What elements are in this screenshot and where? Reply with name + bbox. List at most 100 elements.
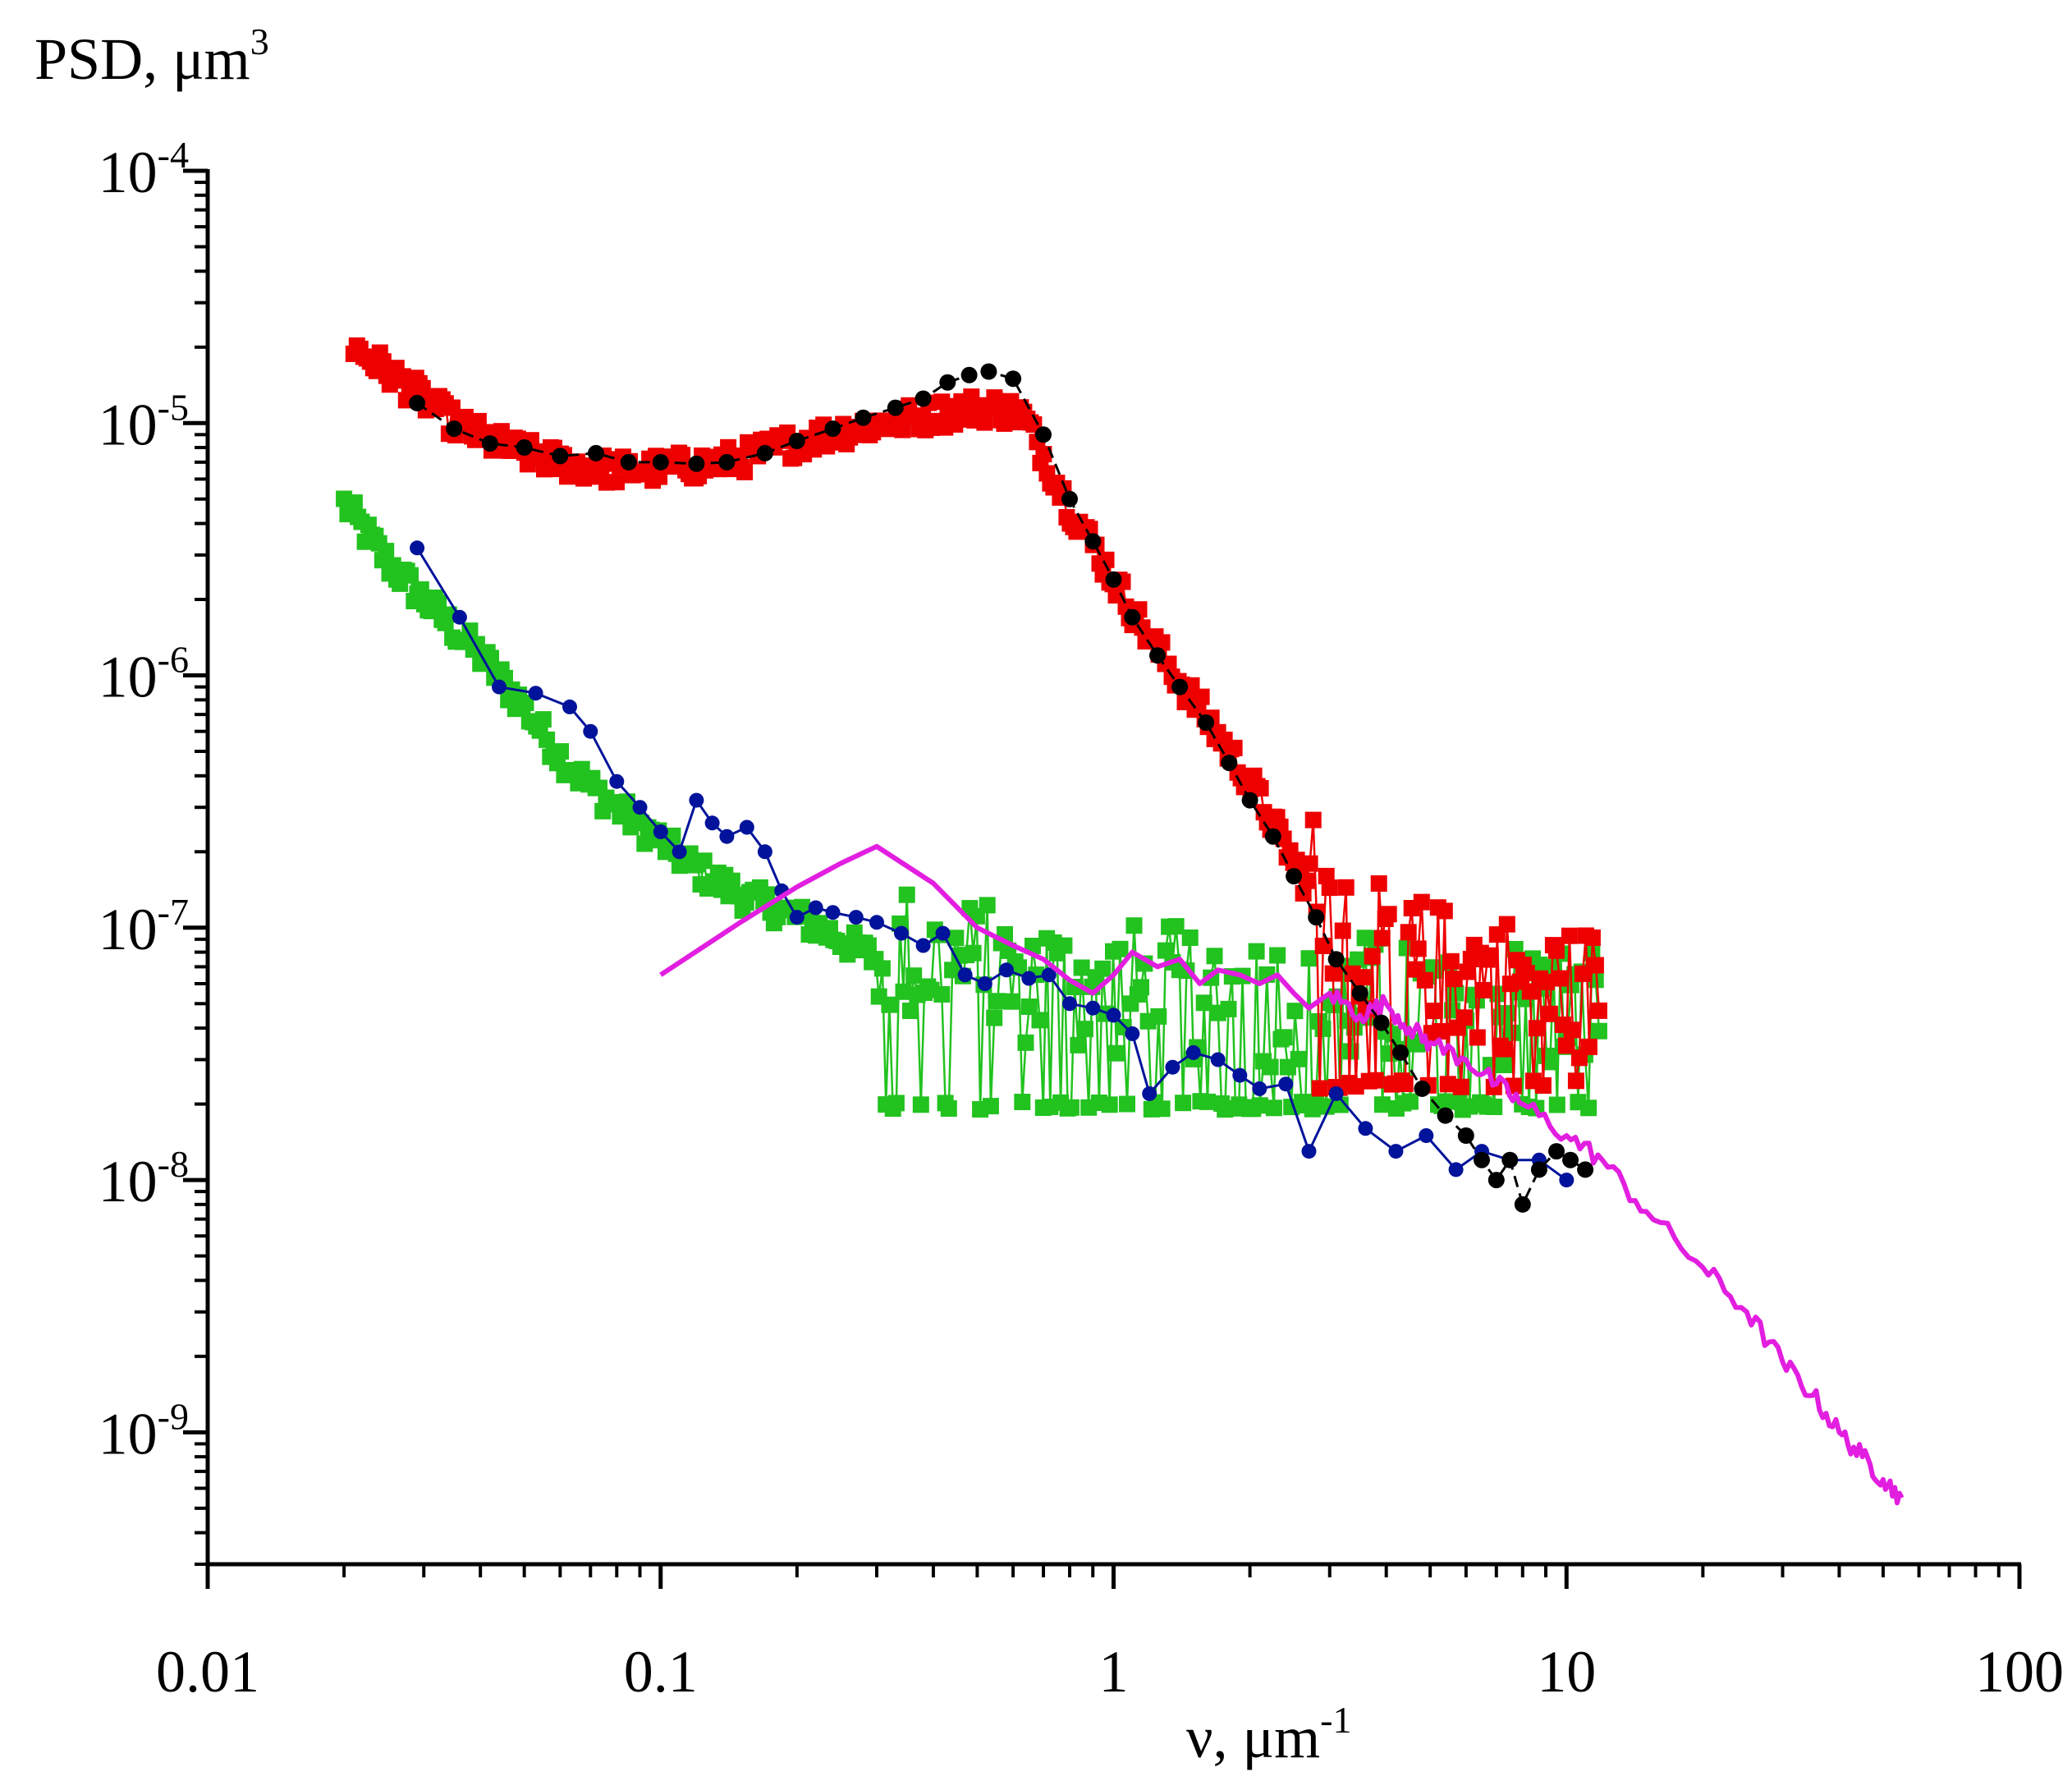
data-point-square	[1311, 1080, 1328, 1097]
y-tick-label: 10-8	[99, 1143, 189, 1214]
data-point-square	[1354, 969, 1371, 986]
data-point-square	[1248, 943, 1265, 960]
data-point-square	[1098, 551, 1115, 568]
data-point-circle	[1559, 1173, 1575, 1188]
data-point-square	[1436, 902, 1453, 920]
data-point-square	[1426, 1003, 1443, 1020]
data-point-square	[1538, 974, 1555, 990]
y-tick-label: 10-9	[99, 1395, 189, 1467]
series-magenta-line	[659, 843, 1905, 1506]
series-red-squares	[345, 337, 1607, 1097]
data-point-circle	[492, 679, 507, 695]
data-point-square	[1373, 930, 1391, 947]
data-point-square	[1580, 1038, 1598, 1055]
data-point-square	[887, 1095, 905, 1112]
data-point-square	[1314, 1020, 1332, 1037]
data-point-square	[912, 1096, 929, 1113]
data-point-square	[989, 993, 1006, 1010]
data-point-square	[1542, 1053, 1559, 1071]
data-point-circle	[1241, 792, 1258, 809]
data-point-square	[902, 1003, 919, 1019]
data-point-square	[1251, 1097, 1268, 1114]
data-point-circle	[1198, 714, 1215, 731]
data-point-square	[1496, 1057, 1513, 1073]
data-point-square	[1518, 965, 1535, 982]
data-point-circle	[652, 453, 669, 470]
series-layer	[336, 337, 1905, 1506]
data-point-square	[1373, 1096, 1391, 1113]
data-point-square	[1442, 952, 1460, 970]
data-point-square	[1150, 1008, 1167, 1025]
data-point-square	[947, 930, 965, 947]
data-point-circle	[1124, 608, 1141, 626]
data-point-square	[1262, 1058, 1279, 1076]
data-point-square	[1337, 879, 1355, 896]
data-point-circle	[789, 910, 805, 925]
data-point-square	[552, 743, 570, 760]
data-point-square	[1367, 1072, 1384, 1089]
data-point-square	[1206, 948, 1223, 965]
data-point-circle	[1041, 967, 1057, 983]
data-point-square	[1541, 1005, 1558, 1022]
data-point-circle	[756, 444, 773, 461]
data-point-circle	[1085, 1000, 1101, 1016]
data-point-square	[346, 494, 363, 512]
data-point-circle	[887, 399, 904, 416]
data-point-square	[1528, 1020, 1545, 1037]
data-point-square	[1101, 1096, 1118, 1113]
y-tick-label-base: 10	[99, 392, 158, 457]
data-point-square	[1347, 1078, 1364, 1095]
data-point-square	[536, 461, 552, 478]
data-point-square	[1486, 1099, 1503, 1115]
data-point-circle	[516, 439, 533, 456]
data-point-circle	[410, 540, 425, 556]
data-point-square	[1318, 1098, 1335, 1115]
data-point-square	[534, 711, 552, 728]
data-point-square	[1300, 950, 1318, 967]
data-point-square	[1410, 940, 1427, 957]
data-point-square	[1567, 1072, 1584, 1090]
data-point-square	[1396, 1076, 1414, 1092]
data-point-square	[1548, 1096, 1565, 1113]
data-point-square	[1459, 963, 1476, 980]
data-point-square	[1167, 918, 1185, 935]
data-point-square	[608, 474, 625, 491]
data-point-square	[989, 392, 1006, 410]
data-point-circle	[808, 900, 823, 916]
data-point-circle	[446, 420, 463, 438]
data-point-circle	[894, 925, 909, 941]
data-point-square	[1364, 948, 1381, 965]
data-point-circle	[1142, 1086, 1157, 1101]
series-blue-circles	[410, 540, 1575, 1188]
data-point-circle	[1005, 370, 1022, 388]
data-point-square	[933, 986, 951, 1003]
data-point-square	[1031, 1012, 1048, 1029]
data-point-square	[1557, 1037, 1575, 1054]
y-tick-label-exponent: -7	[158, 891, 189, 933]
data-point-circle	[1185, 1044, 1201, 1060]
data-point-circle	[960, 366, 978, 383]
data-point-square	[1108, 1044, 1125, 1062]
data-point-square	[1076, 1021, 1093, 1038]
data-point-square	[895, 983, 912, 1000]
data-point-circle	[1286, 868, 1303, 885]
data-point-square	[539, 731, 556, 748]
data-point-circle	[1414, 1080, 1431, 1097]
series-line	[342, 498, 1601, 1113]
data-point-circle	[1474, 1151, 1490, 1168]
data-point-circle	[653, 824, 668, 839]
data-point-square	[1334, 922, 1351, 939]
x-axis-ticks	[205, 1564, 2022, 1589]
data-point-circle	[1301, 1144, 1317, 1159]
data-point-square	[412, 581, 429, 598]
data-point-circle	[1351, 985, 1368, 1002]
data-point-square	[1452, 1078, 1469, 1095]
y-tick-label: 10-7	[99, 891, 189, 962]
data-point-square	[1439, 1076, 1456, 1093]
data-point-square	[1561, 927, 1578, 944]
data-point-square	[1500, 1005, 1517, 1021]
x-tick-label: 10	[1537, 1639, 1596, 1705]
data-point-square	[1226, 739, 1243, 756]
data-point-square	[1298, 872, 1315, 889]
data-point-circle	[1264, 828, 1281, 845]
